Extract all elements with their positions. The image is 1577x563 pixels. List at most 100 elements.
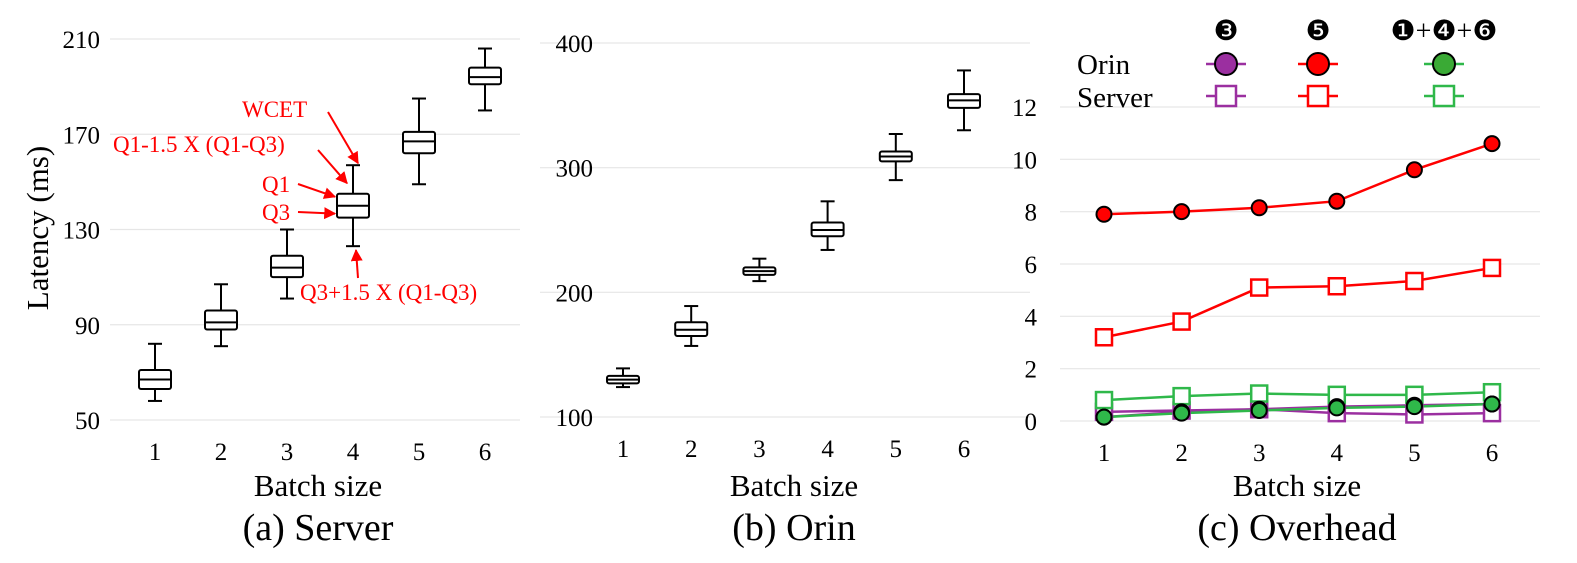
legend-orin-marker xyxy=(1306,52,1330,76)
box-iqr xyxy=(468,66,502,86)
series-line-orin xyxy=(1103,402,1493,419)
legend-orin-marker xyxy=(1214,52,1238,76)
x-tick-label: 4 xyxy=(821,436,834,463)
box-iqr xyxy=(204,309,238,331)
box-batch-6 xyxy=(947,69,981,132)
x-tick-label: 2 xyxy=(215,439,228,466)
server-y-tick-labels: 50 90 130 170 210 xyxy=(63,27,101,435)
orin-point xyxy=(1250,402,1268,420)
box-batch-6 xyxy=(468,47,502,112)
box-batch-5 xyxy=(878,133,913,182)
x-tick-label: 5 xyxy=(413,439,426,466)
x-tick-label: 1 xyxy=(149,439,162,466)
orin-point xyxy=(1405,161,1423,179)
server-boxes xyxy=(138,47,502,402)
x-tick-label: 2 xyxy=(1175,440,1188,467)
overhead-caption: (c) Overhead xyxy=(1197,507,1396,549)
arrow-q1 xyxy=(297,183,337,199)
annotation-lower-whisker: Q1-1.5 X (Q1-Q3) xyxy=(113,132,285,157)
x-tick-label: 1 xyxy=(1098,440,1111,467)
overhead-x-tick-labels: 1 2 3 4 5 6 xyxy=(1098,440,1499,467)
x-tick-label: 5 xyxy=(1408,440,1421,467)
x-tick-label: 1 xyxy=(617,436,630,463)
box-batch-5 xyxy=(402,97,436,186)
annotation-wcet: WCET xyxy=(242,97,307,122)
server-point xyxy=(1249,384,1269,403)
orin-point xyxy=(1405,398,1423,416)
panel-orin: 100 200 300 400 1 2 3 4 5 6 Batch size (b) Orin xyxy=(540,31,1030,549)
legend-server-marker xyxy=(1306,84,1330,108)
y-tick-label: 2 xyxy=(1025,357,1038,384)
y-tick-label: 50 xyxy=(75,408,100,435)
server-point xyxy=(1172,312,1191,331)
x-tick-label: 4 xyxy=(347,439,360,466)
orin-x-tick-labels: 1 2 3 4 5 6 xyxy=(617,436,971,463)
legend-row-orin: Orin xyxy=(1077,49,1131,81)
server-point xyxy=(1249,278,1269,297)
orin-point xyxy=(1483,135,1501,153)
arrow-wcet xyxy=(327,111,359,165)
overhead-legend: Orin Server ❸ ❺ ❶+❹+❻ xyxy=(1077,16,1497,114)
y-tick-label: 90 xyxy=(75,313,100,340)
y-tick-label: 12 xyxy=(1012,95,1037,122)
orin-y-tick-labels: 100 200 300 400 xyxy=(556,31,594,432)
y-tick-label: 10 xyxy=(1012,147,1037,174)
legend-row-server: Server xyxy=(1077,82,1153,114)
series-line-orin xyxy=(1103,142,1493,216)
x-tick-label: 3 xyxy=(281,439,294,466)
x-tick-label: 6 xyxy=(479,439,492,466)
box-batch-1 xyxy=(606,367,640,389)
legend-col-5: ❺ xyxy=(1305,16,1330,47)
overhead-x-axis-label: Batch size xyxy=(1233,468,1361,503)
orin-x-axis-label: Batch size xyxy=(730,468,858,503)
y-tick-label: 0 xyxy=(1025,409,1038,436)
y-tick-label: 4 xyxy=(1025,304,1038,331)
server-x-tick-labels: 1 2 3 4 5 6 xyxy=(149,439,492,466)
x-tick-label: 3 xyxy=(1253,440,1266,467)
orin-point xyxy=(1095,408,1113,426)
x-tick-label: 3 xyxy=(753,436,766,463)
overhead-series xyxy=(1094,135,1502,426)
orin-point xyxy=(1095,205,1113,223)
box-batch-4 xyxy=(810,200,845,251)
server-point xyxy=(1094,390,1114,410)
arrow-q3 xyxy=(297,207,337,220)
server-point xyxy=(1482,258,1502,278)
annotation-upper-whisker: Q3+1.5 X (Q1-Q3) xyxy=(300,280,477,305)
series-markers-server xyxy=(1094,258,1502,347)
orin-boxes xyxy=(606,69,981,389)
server-point xyxy=(1094,328,1114,347)
server-caption: (a) Server xyxy=(243,507,394,549)
server-point xyxy=(1327,276,1347,296)
server-point xyxy=(1172,386,1191,406)
x-tick-label: 2 xyxy=(685,436,698,463)
orin-point xyxy=(1173,203,1191,221)
box-batch-2 xyxy=(204,283,238,348)
box-batch-3 xyxy=(742,257,777,283)
panel-server: 50 90 130 170 210 1 2 3 4 5 6 Latency (ms) Batch … xyxy=(20,27,520,549)
annotation-q1: Q1 xyxy=(262,172,290,197)
orin-point xyxy=(1328,399,1346,417)
y-tick-label: 200 xyxy=(556,280,594,307)
x-tick-label: 6 xyxy=(958,436,971,463)
orin-gridlines xyxy=(540,42,1030,418)
box-batch-1 xyxy=(138,342,172,402)
series-line-server xyxy=(1103,266,1493,339)
arrow-upper-whisker xyxy=(350,248,363,279)
server-gridlines xyxy=(110,38,520,421)
box-batch-4 xyxy=(336,164,370,248)
box-iqr xyxy=(270,254,304,279)
orin-point xyxy=(1483,395,1501,413)
arrow-lower-whisker xyxy=(317,149,348,185)
series-line-server xyxy=(1103,390,1493,402)
x-tick-label: 6 xyxy=(1486,440,1499,467)
annotation-q3: Q3 xyxy=(262,200,290,225)
orin-point xyxy=(1173,404,1191,422)
orin-point xyxy=(1250,199,1268,217)
legend-markers xyxy=(1206,52,1464,108)
overhead-y-tick-labels: 0 2 4 6 8 10 12 xyxy=(1012,95,1038,436)
y-tick-label: 8 xyxy=(1025,200,1038,227)
y-tick-label: 170 xyxy=(63,122,101,149)
